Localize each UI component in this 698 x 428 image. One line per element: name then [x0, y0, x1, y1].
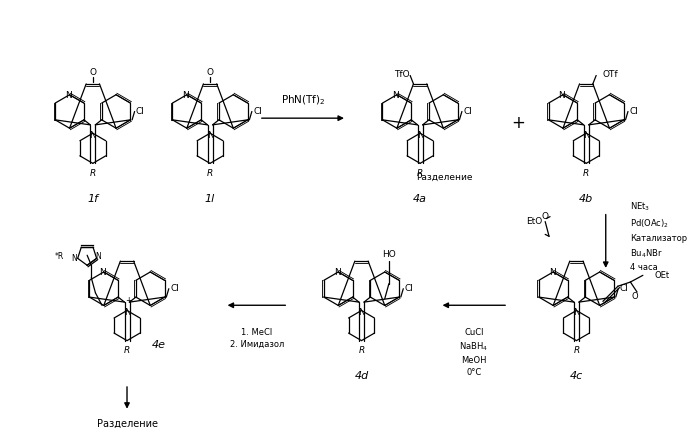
Text: Разделение: Разделение	[416, 173, 473, 182]
Text: 4e: 4e	[151, 340, 165, 350]
Text: R: R	[124, 346, 130, 355]
Text: Cl: Cl	[620, 284, 628, 293]
Text: Cl: Cl	[405, 284, 413, 293]
Text: +: +	[126, 296, 132, 305]
Text: R: R	[573, 346, 579, 355]
Text: CuCl
NaBH$_4$
MeOH
0°C: CuCl NaBH$_4$ MeOH 0°C	[459, 328, 489, 377]
Text: N: N	[89, 131, 96, 140]
Text: N: N	[417, 131, 424, 140]
Text: N: N	[558, 91, 565, 100]
Text: N: N	[207, 131, 214, 140]
Text: Cl: Cl	[253, 107, 262, 116]
Text: 4a: 4a	[413, 194, 427, 204]
Text: N: N	[583, 131, 590, 140]
Text: *R: *R	[55, 252, 64, 261]
Text: N: N	[573, 308, 580, 317]
Text: TfO: TfO	[394, 70, 410, 79]
Text: R: R	[583, 169, 589, 178]
Text: 4b: 4b	[579, 194, 593, 204]
Text: O: O	[632, 292, 639, 301]
Text: N: N	[71, 254, 77, 263]
Text: 1l: 1l	[205, 194, 215, 204]
Text: O: O	[207, 68, 214, 77]
Text: Разделение: Разделение	[96, 419, 158, 428]
Text: R: R	[89, 169, 96, 178]
Text: R: R	[417, 169, 423, 178]
Text: 4d: 4d	[355, 371, 369, 381]
Text: N: N	[392, 91, 399, 100]
Text: O: O	[89, 68, 96, 77]
Text: 1. MeCl
2. Имидазол: 1. MeCl 2. Имидазол	[230, 328, 284, 349]
Text: 4c: 4c	[570, 371, 583, 381]
Text: OTf: OTf	[603, 70, 618, 79]
Text: N: N	[358, 308, 365, 317]
Text: N: N	[124, 308, 131, 317]
Text: N: N	[65, 91, 72, 100]
Text: Cl: Cl	[170, 284, 179, 293]
Text: N: N	[334, 268, 341, 277]
Text: OEt: OEt	[655, 271, 669, 280]
Text: 1f: 1f	[87, 194, 98, 204]
Text: O: O	[542, 212, 549, 221]
Text: +: +	[511, 114, 525, 132]
Text: N: N	[96, 252, 101, 261]
Text: Cl: Cl	[136, 107, 145, 116]
Text: N: N	[182, 91, 189, 100]
Text: N: N	[549, 268, 556, 277]
Text: R: R	[207, 169, 213, 178]
Text: NEt$_3$
Pd(OAc)$_2$
Катализатор
Bu$_4$NBr
4 часа: NEt$_3$ Pd(OAc)$_2$ Катализатор Bu$_4$NB…	[630, 201, 688, 272]
Text: EtO: EtO	[526, 217, 542, 226]
Text: HO: HO	[382, 250, 396, 259]
Text: Cl: Cl	[463, 107, 472, 116]
Text: PhN(Tf)$_2$: PhN(Tf)$_2$	[281, 94, 325, 107]
Text: R: R	[358, 346, 364, 355]
Text: N: N	[99, 268, 106, 277]
Text: Cl: Cl	[630, 107, 638, 116]
